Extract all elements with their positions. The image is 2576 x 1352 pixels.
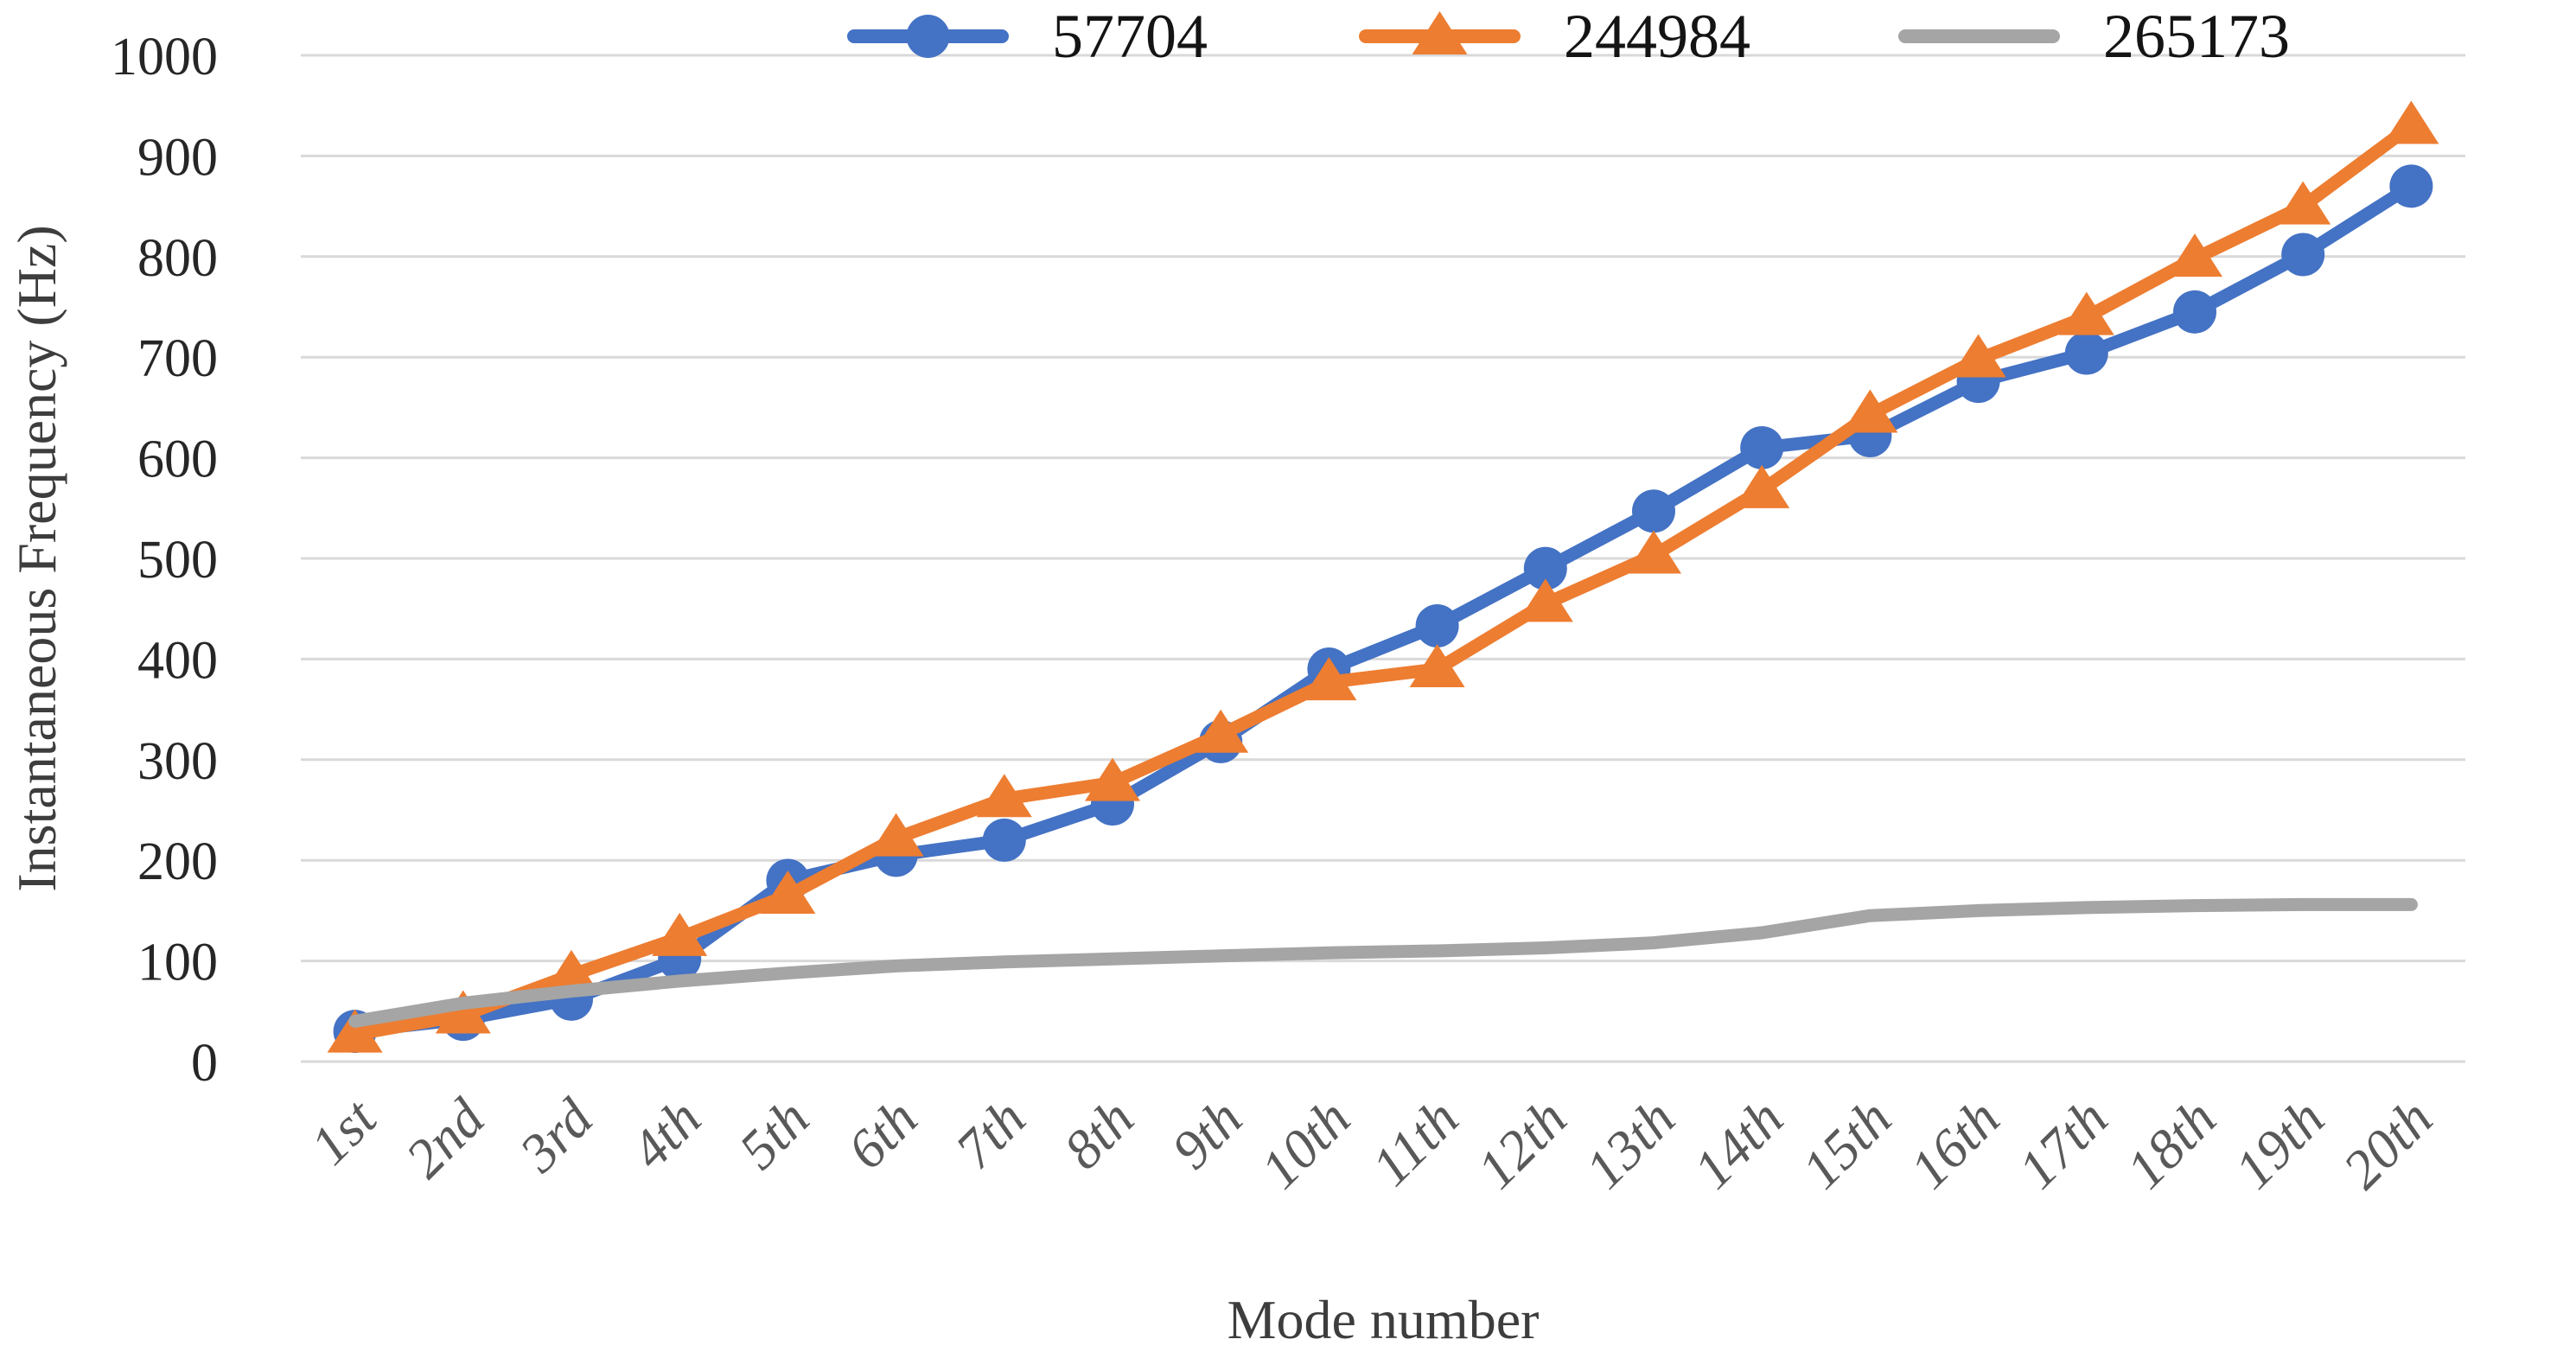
data-point-triangle-marker [652,912,708,956]
x-axis-tick-label: 10th [1249,1087,1362,1201]
x-axis-tick-label: 15th [1790,1087,1903,1201]
y-axis-title: Instantaneous Frequency (Hz) [6,225,67,891]
y-axis-tick-label: 100 [137,934,218,992]
data-point-circle-marker [2389,164,2433,208]
data-point-triangle-marker [1626,530,1681,574]
x-axis-tick-labels: 1st 2nd 3rd 4th 5th 6th 7th 8th 9th10th11th12th1… [298,1086,2444,1200]
x-axis-tick-label: 13th [1573,1087,1687,1201]
data-point-triangle-marker [2058,291,2114,335]
data-point-triangle-marker [544,949,599,993]
legend-label: 57704 [1052,2,1208,71]
x-axis-tick-label: 18th [2114,1087,2228,1201]
x-axis-tick-label: 8th [1052,1087,1145,1181]
legend-item-265173: 265173 [1898,2,2290,71]
data-point-circle-marker [1415,603,1459,647]
x-axis-tick-label: 20th [2331,1087,2445,1201]
series-layer [327,100,2439,1054]
x-axis-tick-label: 12th [1465,1087,1578,1201]
x-axis-tick-label: 4th [619,1087,712,1181]
data-point-triangle-marker [976,774,1032,818]
x-axis-tick-label: 3rd [507,1087,605,1184]
legend-item-244984: 244984 [1359,2,1750,71]
data-point-triangle-marker [1301,657,1357,701]
legend-triangle-marker-icon [1412,11,1468,54]
data-point-triangle-marker [2383,100,2439,144]
data-point-triangle-marker [2167,233,2222,277]
data-point-triangle-marker [1193,709,1249,753]
x-axis-tick-label: 6th [835,1087,928,1181]
data-point-circle-marker [982,818,1026,862]
data-point-triangle-marker [435,990,491,1034]
y-axis-tick-label: 200 [137,832,218,891]
y-axis-tick-label: 900 [137,128,218,187]
legend-label: 265173 [2103,2,2290,71]
x-axis-tick-label: 2nd [394,1087,497,1189]
data-point-triangle-marker [1734,464,1790,508]
x-axis-tick-label: 7th [944,1087,1037,1181]
x-axis-tick-label: 9th [1160,1087,1253,1181]
x-axis-tick-label: 1st [298,1086,389,1177]
y-axis-tick-label: 500 [137,531,218,590]
series-line-265173 [348,897,2418,1028]
y-axis-tick-label: 700 [137,329,218,388]
x-axis-tick-label: 17th [2006,1087,2120,1201]
data-point-circle-marker [2281,233,2325,277]
data-point-circle-marker [1740,425,1784,469]
legend-item-57704: 57704 [847,2,1208,71]
data-point-triangle-marker [1409,644,1465,688]
x-axis-tick-label: 16th [1898,1087,2012,1201]
x-axis-title: Mode number [1227,1289,1540,1350]
x-axis-tick-label: 19th [2222,1087,2336,1201]
legend: 57704 244984 265173 [847,2,2290,71]
y-axis-tick-label: 400 [137,631,218,690]
x-axis-tick-label: 14th [1681,1087,1795,1201]
data-point-triangle-marker [1085,757,1140,801]
data-point-circle-marker [1632,489,1675,533]
y-axis-tick-label: 0 [191,1034,218,1093]
y-axis-tick-label: 1000 [111,28,218,86]
data-point-triangle-marker [868,813,924,857]
y-axis-tick-labels: 0 100 200 300 400 500 600 700 800 900 1000 [111,28,218,1093]
y-axis-tick-label: 300 [137,732,218,791]
y-axis-tick-label: 600 [137,430,218,489]
data-point-circle-marker [2173,290,2216,334]
x-axis-tick-label: 11th [1360,1087,1470,1197]
data-point-triangle-marker [1950,334,2006,378]
x-axis-tick-label: 5th [727,1087,820,1181]
series-line-244984 [348,118,2418,1042]
data-point-triangle-marker [760,870,816,914]
data-point-circle-marker [2064,331,2108,375]
data-point-triangle-marker [2275,181,2331,225]
data-point-triangle-marker [327,1009,383,1053]
data-point-circle-marker [1523,546,1567,590]
data-point-triangle-marker [1842,389,1898,433]
data-point-triangle-marker [1517,578,1573,622]
y-axis-tick-label: 800 [137,229,218,288]
legend-circle-marker-icon [906,15,950,58]
legend-label: 244984 [1564,2,1750,71]
